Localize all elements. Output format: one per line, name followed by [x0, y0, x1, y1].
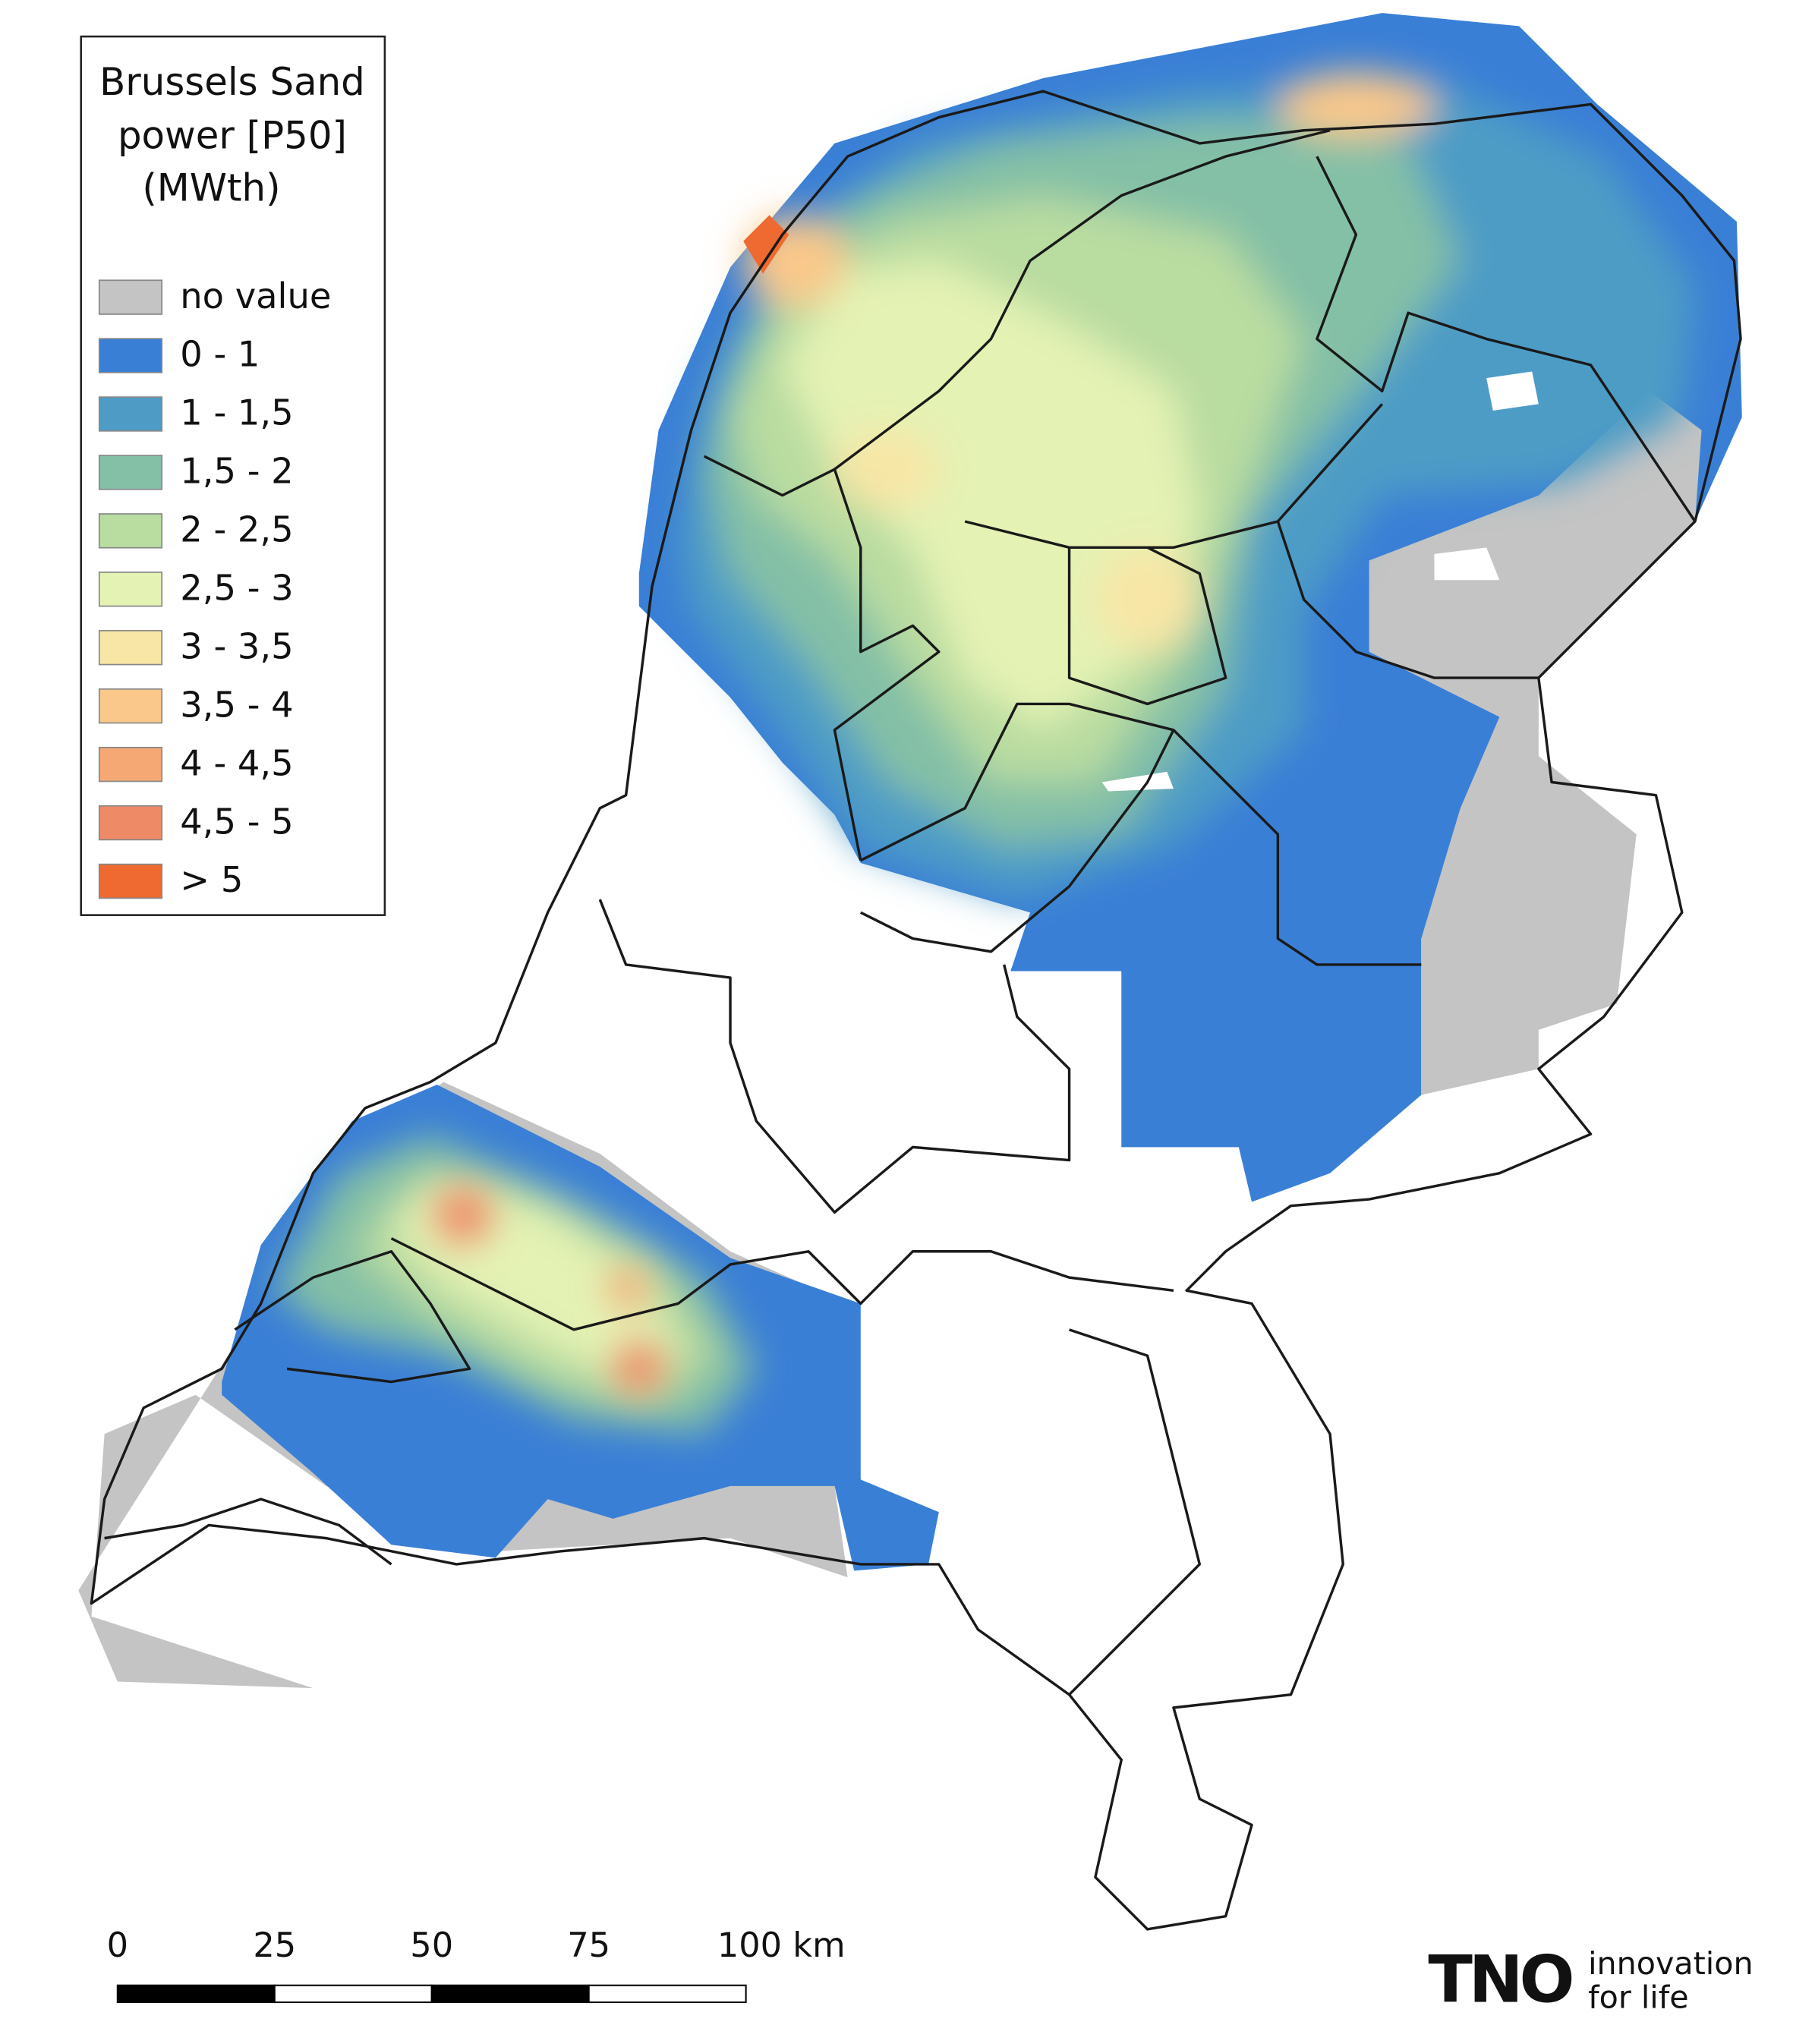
- legend-swatch: [98, 688, 163, 724]
- class-area: [607, 1267, 650, 1309]
- logo: TNO innovation for life: [1428, 1942, 1753, 2017]
- borders: [90, 90, 1742, 1931]
- class-area: [743, 215, 789, 274]
- no-data-hole: [1101, 771, 1174, 792]
- legend-label: > 5: [180, 859, 243, 900]
- province-border: [860, 702, 1422, 966]
- legend-swatch: [98, 455, 163, 490]
- class-area: [1278, 71, 1435, 137]
- logo-mark: TNO: [1428, 1942, 1571, 2017]
- no-data-hole: [1486, 371, 1539, 411]
- class-area: [434, 1186, 492, 1244]
- legend-label: 3,5 - 4: [180, 684, 293, 725]
- scale-segment: [588, 1984, 747, 2004]
- legend-swatch: [98, 805, 163, 841]
- legend-swatch: [98, 513, 163, 549]
- legend-swatch: [98, 746, 163, 783]
- legend-swatch: [98, 338, 163, 373]
- legend-label: 2 - 2,5: [180, 509, 293, 550]
- province-border: [703, 455, 941, 861]
- legend-label: 2,5 - 3: [180, 568, 293, 609]
- legend: Brussels Sand power [P50] (MWth) no value 0 …: [80, 35, 386, 916]
- no-data-hole: [1434, 547, 1500, 581]
- class-area: [1095, 547, 1200, 652]
- class-area: [834, 430, 939, 509]
- class-area: [782, 260, 1200, 730]
- province-border: [1068, 1328, 1202, 1696]
- province-border: [833, 129, 1331, 471]
- province-border: [1067, 546, 1227, 706]
- legend-label: 1 - 1,5: [180, 392, 293, 433]
- province-border: [598, 899, 1071, 1214]
- province-border: [1276, 521, 1539, 679]
- legend-swatch: [98, 279, 163, 315]
- legend-label: no value: [180, 276, 331, 317]
- logo-tagline: for life: [1588, 1979, 1689, 2016]
- province-border: [234, 1250, 471, 1384]
- class-area: [613, 1342, 666, 1395]
- scale-segment: [430, 1984, 590, 2004]
- province-border: [964, 403, 1384, 550]
- country-outline: [90, 90, 1742, 1931]
- scale-segment: [116, 1984, 276, 2004]
- legend-title: power [P50]: [118, 114, 347, 158]
- legend-swatch: [98, 396, 163, 432]
- logo-tagline: innovation: [1588, 1945, 1753, 1982]
- province-border: [860, 729, 1175, 953]
- legend-swatch: [98, 572, 163, 607]
- scale-label: 100 km: [717, 1926, 846, 1965]
- scale-bar: 0 25 50 75 100 km: [107, 1926, 846, 2004]
- legend-label: 1,5 - 2: [180, 451, 293, 492]
- province-border: [1316, 156, 1697, 522]
- legend-swatch: [98, 863, 163, 899]
- scale-segment: [273, 1984, 433, 2004]
- scale-label: 75: [567, 1926, 610, 1965]
- scale-label: 50: [410, 1926, 453, 1965]
- scale-label: 25: [253, 1926, 296, 1965]
- scale-label: 0: [107, 1926, 128, 1965]
- legend-label: 4,5 - 5: [180, 801, 293, 842]
- legend-title: Brussels Sand: [99, 60, 365, 104]
- legend-label: 3 - 3,5: [180, 625, 293, 666]
- raster-north: [638, 13, 1742, 1202]
- legend-label: 4 - 4,5: [180, 742, 293, 783]
- legend-label: 0 - 1: [180, 334, 260, 375]
- province-border: [104, 1498, 392, 1566]
- legend-title: (MWth): [142, 165, 280, 209]
- legend-swatch: [98, 630, 163, 666]
- province-border: [390, 1237, 1174, 1331]
